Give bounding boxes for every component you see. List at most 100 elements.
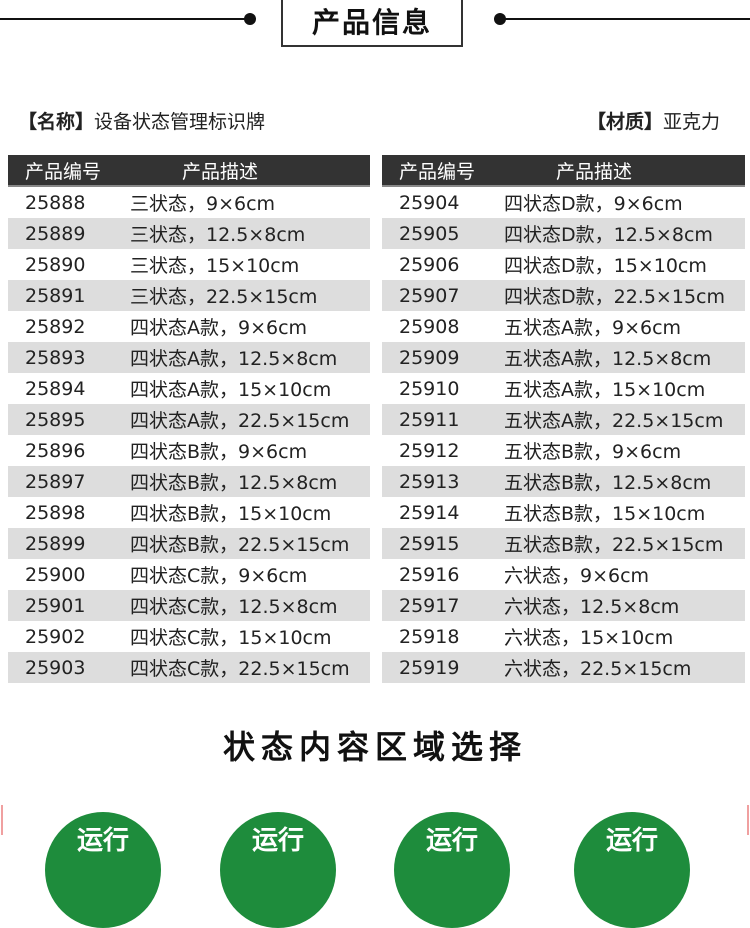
table-row: 25890 三状态，15×10cm <box>8 249 370 280</box>
table-row: 25905 四状态D款，12.5×8cm <box>382 218 745 249</box>
product-desc: 四状态D款，9×6cm <box>504 193 683 215</box>
table-header: 产品编号 产品描述 <box>8 155 370 187</box>
col-code-header: 产品编号 <box>399 160 476 183</box>
table-row: 25906 四状态D款，15×10cm <box>382 249 745 280</box>
product-code: 25899 <box>25 532 86 555</box>
product-code: 25901 <box>25 594 86 617</box>
table-row: 25917 六状态，12.5×8cm <box>382 590 745 621</box>
table-row: 25898 四状态B款，15×10cm <box>8 497 370 528</box>
product-desc: 四状态C款，22.5×15cm <box>130 658 350 680</box>
material-label: 【材质】 <box>586 111 663 133</box>
table-header: 产品编号 产品描述 <box>382 155 745 187</box>
product-code: 25892 <box>25 315 86 338</box>
table-row: 25909 五状态A款，12.5×8cm <box>382 342 745 373</box>
divider-right <box>500 18 750 20</box>
product-code: 25916 <box>399 563 460 586</box>
product-code: 25898 <box>25 501 86 524</box>
table-row: 25897 四状态B款，12.5×8cm <box>8 466 370 497</box>
material-value: 亚克力 <box>662 111 720 133</box>
product-code: 25897 <box>25 470 86 493</box>
product-desc: 五状态B款，22.5×15cm <box>504 534 724 556</box>
table-row: 25893 四状态A款，12.5×8cm <box>8 342 370 373</box>
divider-left <box>0 18 250 20</box>
product-desc: 六状态，22.5×15cm <box>504 658 692 680</box>
table-row: 25915 五状态B款，22.5×15cm <box>382 528 745 559</box>
table-row: 25903 四状态C款，22.5×15cm <box>8 652 370 683</box>
product-material: 【材质】亚克力 <box>587 107 720 134</box>
product-code: 25894 <box>25 377 86 400</box>
product-desc: 四状态A款，9×6cm <box>130 317 308 339</box>
status-badge: 运行 <box>220 812 336 928</box>
product-desc: 五状态A款，15×10cm <box>504 379 706 401</box>
product-desc: 三状态，9×6cm <box>130 193 276 215</box>
product-code: 25890 <box>25 253 86 276</box>
table-row: 25896 四状态B款，9×6cm <box>8 435 370 466</box>
product-desc: 四状态B款，15×10cm <box>130 503 332 525</box>
table-row: 25908 五状态A款，9×6cm <box>382 311 745 342</box>
dot-left <box>244 13 256 25</box>
table-row: 25888 三状态，9×6cm <box>8 187 370 218</box>
page-title: 产品信息 <box>281 0 463 47</box>
table-row: 25895 四状态A款，22.5×15cm <box>8 404 370 435</box>
product-desc: 五状态A款，22.5×15cm <box>504 410 724 432</box>
product-desc: 六状态，15×10cm <box>504 627 674 649</box>
product-code: 25900 <box>25 563 86 586</box>
table-row: 25894 四状态A款，15×10cm <box>8 373 370 404</box>
table-row: 25913 五状态B款，12.5×8cm <box>382 466 745 497</box>
col-code-header: 产品编号 <box>25 160 102 183</box>
table-row: 25911 五状态A款，22.5×15cm <box>382 404 745 435</box>
status-badge: 运行 <box>394 812 510 928</box>
table-row: 25912 五状态B款，9×6cm <box>382 435 745 466</box>
product-code: 25912 <box>399 439 460 462</box>
product-desc: 四状态A款，15×10cm <box>130 379 332 401</box>
product-code: 25910 <box>399 377 460 400</box>
product-code: 25904 <box>399 191 460 214</box>
table-row: 25914 五状态B款，15×10cm <box>382 497 745 528</box>
product-desc: 六状态，9×6cm <box>504 565 650 587</box>
product-code: 25917 <box>399 594 460 617</box>
product-desc: 五状态B款，9×6cm <box>504 441 682 463</box>
table-row: 25899 四状态B款，22.5×15cm <box>8 528 370 559</box>
status-badge: 运行 <box>45 812 161 928</box>
product-desc: 四状态B款，12.5×8cm <box>130 472 338 494</box>
product-code: 25919 <box>399 656 460 679</box>
product-desc: 三状态，12.5×8cm <box>130 224 306 246</box>
table-row: 25907 四状态D款，22.5×15cm <box>382 280 745 311</box>
product-code: 25914 <box>399 501 460 524</box>
product-desc: 四状态C款，15×10cm <box>130 627 332 649</box>
table-row: 25902 四状态C款，15×10cm <box>8 621 370 652</box>
product-code: 25895 <box>25 408 86 431</box>
product-code: 25903 <box>25 656 86 679</box>
table-row: 25919 六状态，22.5×15cm <box>382 652 745 683</box>
product-desc: 四状态C款，9×6cm <box>130 565 308 587</box>
table-row: 25910 五状态A款，15×10cm <box>382 373 745 404</box>
edge-line-left <box>1 805 3 835</box>
product-desc: 五状态A款，9×6cm <box>504 317 682 339</box>
table-row: 25916 六状态，9×6cm <box>382 559 745 590</box>
product-code: 25909 <box>399 346 460 369</box>
status-badge: 运行 <box>574 812 690 928</box>
name-value: 设备状态管理标识牌 <box>94 111 266 133</box>
product-code: 25905 <box>399 222 460 245</box>
table-row: 25900 四状态C款，9×6cm <box>8 559 370 590</box>
col-desc-header: 产品描述 <box>556 160 633 183</box>
product-desc: 五状态A款，12.5×8cm <box>504 348 712 370</box>
product-code: 25902 <box>25 625 86 648</box>
product-name: 【名称】设备状态管理标识牌 <box>18 107 265 134</box>
product-desc: 四状态D款，15×10cm <box>504 255 707 277</box>
product-desc: 四状态D款，12.5×8cm <box>504 224 713 246</box>
product-code: 25907 <box>399 284 460 307</box>
product-desc: 五状态B款，12.5×8cm <box>504 472 712 494</box>
table-row: 25889 三状态，12.5×8cm <box>8 218 370 249</box>
table-row: 25892 四状态A款，9×6cm <box>8 311 370 342</box>
product-desc: 四状态D款，22.5×15cm <box>504 286 725 308</box>
product-desc: 四状态C款，12.5×8cm <box>130 596 338 618</box>
product-desc: 四状态B款，22.5×15cm <box>130 534 350 556</box>
product-code: 25893 <box>25 346 86 369</box>
table-row: 25918 六状态，15×10cm <box>382 621 745 652</box>
table-row: 25891 三状态，22.5×15cm <box>8 280 370 311</box>
product-code: 25913 <box>399 470 460 493</box>
product-code: 25891 <box>25 284 86 307</box>
product-desc: 四状态A款，22.5×15cm <box>130 410 350 432</box>
product-code: 25911 <box>399 408 460 431</box>
